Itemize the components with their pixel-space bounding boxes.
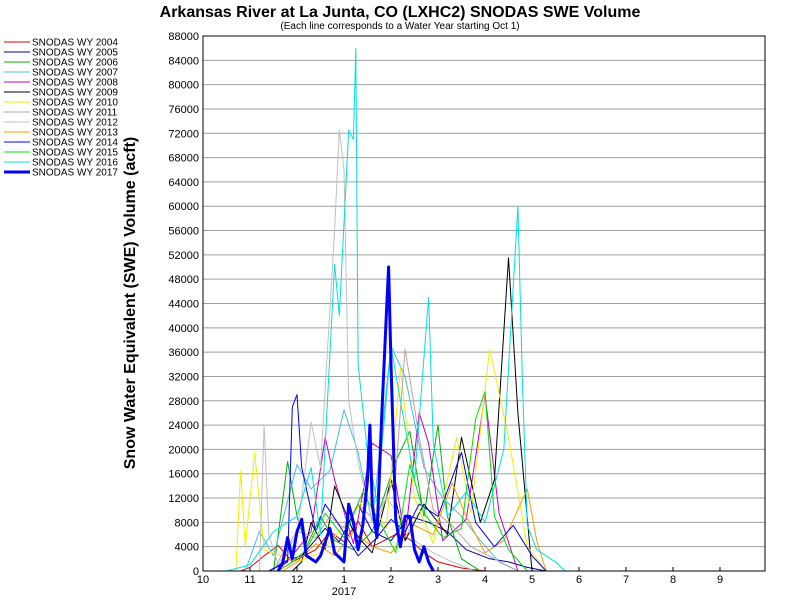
y-tick-label: 8000 bbox=[175, 517, 199, 529]
x-year-label: 2017 bbox=[332, 586, 356, 598]
y-tick-label: 4000 bbox=[175, 542, 199, 554]
y-tick-label: 20000 bbox=[168, 444, 199, 456]
y-tick-label: 16000 bbox=[168, 469, 199, 481]
y-tick-label: 88000 bbox=[168, 31, 199, 43]
legend-entry: SNODAS WY 2007 bbox=[32, 68, 118, 79]
x-tick-label: 11 bbox=[244, 574, 255, 586]
chart-title: Arkansas River at La Junta, CO (LXHC2) S… bbox=[160, 4, 641, 21]
plot-frame bbox=[202, 35, 766, 572]
legend-entry: SNODAS WY 2005 bbox=[32, 48, 118, 59]
y-tick-label: 56000 bbox=[168, 226, 199, 238]
y-tick-label: 24000 bbox=[168, 420, 199, 432]
series-line-wy2017 bbox=[276, 265, 435, 572]
x-tick-label: 6 bbox=[576, 574, 582, 586]
chart-subtitle: (Each line corresponds to a Water Year s… bbox=[280, 21, 519, 32]
legend-entry: SNODAS WY 2013 bbox=[32, 128, 118, 139]
y-tick-label: 68000 bbox=[168, 153, 199, 165]
legend-entry: SNODAS WY 2012 bbox=[32, 118, 118, 129]
y-tick-label: 12000 bbox=[168, 493, 199, 505]
y-tick-label: 52000 bbox=[168, 250, 199, 262]
series-line-wy2014 bbox=[268, 394, 547, 572]
y-tick-label: 80000 bbox=[168, 80, 199, 92]
series-line-wy2010 bbox=[235, 348, 547, 572]
series-line-wy2005 bbox=[268, 503, 547, 572]
x-tick-label: 2 bbox=[388, 574, 394, 586]
legend-entry: SNODAS WY 2011 bbox=[32, 108, 118, 119]
legend-entry: SNODAS WY 2016 bbox=[32, 158, 118, 169]
y-tick-label: 72000 bbox=[168, 128, 199, 140]
series-line-wy2013 bbox=[282, 482, 547, 572]
x-tick-label: 9 bbox=[717, 574, 723, 586]
y-tick-label: 44000 bbox=[168, 299, 199, 311]
y-axis-label: Snow Water Equivalent (SWE) Volume (acft… bbox=[122, 137, 139, 469]
y-tick-label: 40000 bbox=[168, 323, 199, 335]
legend-entry: SNODAS WY 2010 bbox=[32, 98, 118, 109]
legend-entry: SNODAS WY 2014 bbox=[32, 138, 118, 149]
series-line-wy2004 bbox=[240, 520, 486, 572]
legend-entry: SNODAS WY 2017 bbox=[32, 168, 118, 179]
legend-entry: SNODAS WY 2004 bbox=[32, 38, 118, 49]
y-tick-label: 28000 bbox=[168, 396, 199, 408]
gridlines bbox=[203, 35, 765, 572]
legend-entry: SNODAS WY 2009 bbox=[32, 88, 118, 99]
legend-entry: SNODAS WY 2006 bbox=[32, 58, 118, 69]
y-tick-label: 36000 bbox=[168, 347, 199, 359]
series-line-wy2009 bbox=[291, 257, 533, 572]
y-tick-label: 64000 bbox=[168, 177, 199, 189]
legend-entry: SNODAS WY 2015 bbox=[32, 148, 118, 159]
x-tick-label: 12 bbox=[291, 574, 303, 586]
y-axis-ticks: 0 4000 8000 12000 16000 20000 24000 28000 32000 3… bbox=[168, 31, 199, 578]
y-tick-label: 48000 bbox=[168, 274, 199, 286]
y-tick-label: 60000 bbox=[168, 201, 199, 213]
x-tick-label: 4 bbox=[482, 574, 488, 586]
x-tick-label: 3 bbox=[435, 574, 441, 586]
series-line-wy2008 bbox=[277, 394, 519, 572]
y-tick-label: 0 bbox=[193, 566, 199, 578]
y-tick-label: 84000 bbox=[168, 55, 199, 67]
x-tick-label: 5 bbox=[529, 574, 535, 586]
series-line-wy2012 bbox=[258, 129, 476, 572]
x-tick-label: 7 bbox=[623, 574, 629, 586]
x-tick-label: 1 bbox=[341, 574, 347, 586]
series-lines bbox=[226, 47, 566, 572]
y-tick-label: 76000 bbox=[168, 104, 199, 116]
x-tick-label: 10 bbox=[197, 574, 209, 586]
legend-entry: SNODAS WY 2008 bbox=[32, 78, 118, 89]
y-tick-label: 32000 bbox=[168, 371, 199, 383]
x-tick-label: 8 bbox=[670, 574, 676, 586]
